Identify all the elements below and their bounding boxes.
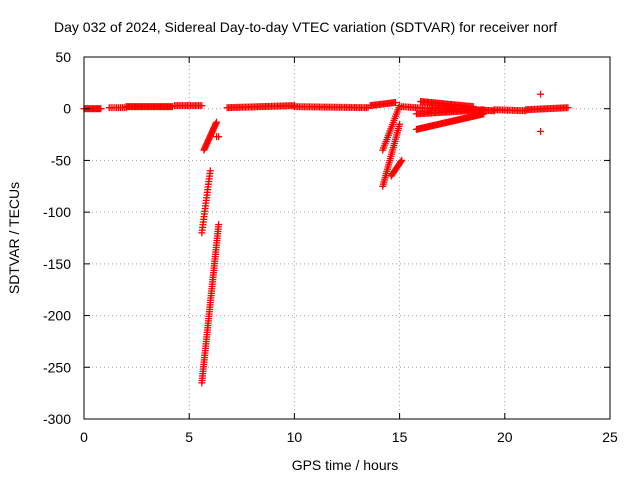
- data-point: [97, 105, 105, 113]
- data-point: [213, 118, 221, 126]
- x-tick-label: 5: [185, 429, 193, 445]
- y-tick-label: 0: [63, 101, 71, 117]
- x-tick-label: 20: [497, 429, 513, 445]
- y-tick-label: -150: [43, 256, 71, 272]
- data-point: [391, 99, 399, 107]
- y-tick-label: -250: [43, 359, 71, 375]
- data-point: [215, 221, 223, 229]
- grid: [84, 57, 610, 419]
- chart-title: Day 032 of 2024, Sidereal Day-to-day VTE…: [54, 19, 557, 35]
- x-tick-label: 15: [392, 429, 408, 445]
- y-tick-label: -100: [43, 204, 71, 220]
- x-tick-label: 0: [80, 429, 88, 445]
- data-point: [396, 120, 404, 128]
- data-point: [537, 90, 545, 98]
- axis-ticks: 0 5 10 15 20 25 -300 -250 -200 -150 -100 -50 0 50: [43, 49, 618, 445]
- x-tick-label: 25: [602, 429, 618, 445]
- data-point: [398, 156, 406, 164]
- data-point: [564, 104, 572, 112]
- x-tick-label: 10: [287, 429, 303, 445]
- x-axis-label: GPS time / hours: [292, 457, 399, 473]
- data-point: [206, 167, 214, 175]
- y-tick-label: -50: [51, 152, 71, 168]
- plot-frame: [83, 56, 611, 420]
- y-tick-label: -200: [43, 308, 71, 324]
- y-tick-label: -300: [43, 411, 71, 427]
- data-point: [215, 133, 223, 141]
- data-point: [198, 102, 206, 110]
- y-axis-label: SDTVAR / TECUs: [6, 182, 22, 294]
- y-tick-label: 50: [55, 49, 71, 65]
- data-point: [537, 127, 545, 135]
- data-point: [397, 158, 405, 166]
- data-points: [80, 90, 572, 387]
